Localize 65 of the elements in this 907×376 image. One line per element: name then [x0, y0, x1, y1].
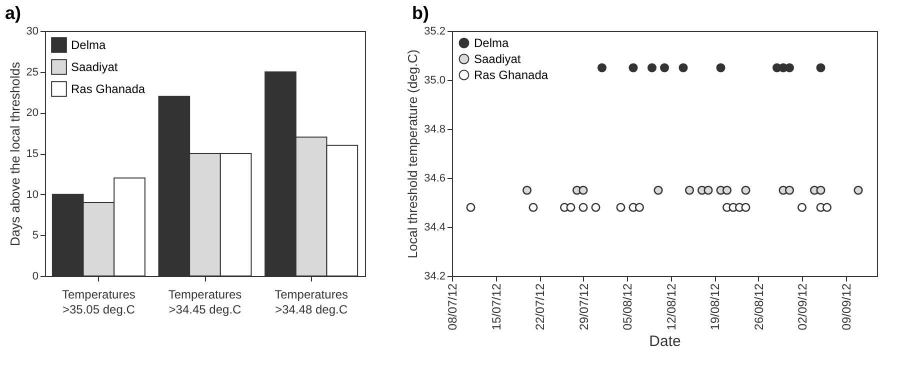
point [784, 63, 794, 72]
x-tick-label: 05/08/12 [620, 283, 634, 330]
x-tick-label: 12/08/12 [664, 283, 678, 330]
x-axis-title: Date [649, 333, 681, 350]
point [647, 63, 657, 72]
y-tick-label: 5 [32, 230, 38, 242]
point [716, 63, 726, 72]
x-tick-label: 19/08/12 [708, 283, 722, 330]
point [566, 202, 576, 212]
y-tick-label: 20 [26, 107, 38, 120]
point [628, 63, 638, 72]
point [684, 186, 694, 195]
point [722, 186, 732, 195]
point [854, 186, 863, 195]
x-tick-label: 02/09/12 [796, 283, 810, 330]
point [797, 202, 807, 212]
legend-label: Saadiyat [474, 52, 522, 66]
y-tick-label: 30 [26, 26, 38, 38]
point [784, 186, 794, 195]
legend-label: Delma [71, 38, 106, 52]
point [466, 202, 476, 212]
point [591, 202, 600, 212]
point [597, 63, 607, 72]
point [616, 202, 626, 212]
x-tick-label: 29/07/12 [576, 283, 591, 330]
point [634, 202, 644, 212]
point [741, 186, 750, 195]
legend-label: Ras Ghanada [474, 68, 548, 82]
y-tick-label: 34.6 [424, 172, 446, 184]
x-tick-label: Temperatures >35.05 deg.C [62, 288, 136, 316]
x-tick-label: 08/07/12 [446, 283, 460, 330]
legend-label: Ras Ghanada [71, 82, 146, 96]
y-tick-label: 34.8 [424, 124, 446, 136]
y-tick-label: 35.0 [424, 74, 446, 86]
point [522, 186, 532, 195]
point [816, 63, 826, 72]
y-tick-label: 15 [26, 148, 38, 160]
y-tick-label: 34.2 [424, 270, 446, 282]
legend-label: Saadiyat [71, 60, 118, 74]
y-tick-label: 35.2 [424, 26, 446, 38]
point [654, 186, 663, 195]
y-tick-label: 10 [26, 188, 38, 201]
x-tick-label: Temperatures >34.48 deg.C [274, 288, 348, 316]
x-tick-label: 26/08/12 [752, 283, 766, 330]
point [578, 186, 588, 195]
point [704, 186, 713, 195]
point [578, 202, 588, 212]
y-axis-title: Days above the local thresholds [7, 61, 22, 246]
chart-title: a) [5, 3, 22, 23]
x-tick-label: Temperatures >34.45 deg.C [168, 288, 242, 316]
point [741, 202, 750, 212]
point [660, 63, 670, 72]
y-axis-title: Local threshold temperature (deg.C) [405, 50, 420, 258]
legend-label: Delma [474, 36, 509, 50]
x-tick-label: 09/09/12 [839, 283, 854, 330]
y-tick-label: 34.4 [424, 222, 446, 234]
point [678, 63, 688, 72]
y-tick-label: 25 [26, 66, 38, 78]
point [816, 186, 826, 195]
y-tick-label: 0 [32, 270, 38, 282]
point [528, 202, 538, 212]
x-tick-label: 22/07/12 [533, 283, 547, 330]
x-tick-label: 15/07/12 [489, 283, 504, 330]
chart-title: b) [412, 3, 429, 23]
point [822, 202, 832, 212]
